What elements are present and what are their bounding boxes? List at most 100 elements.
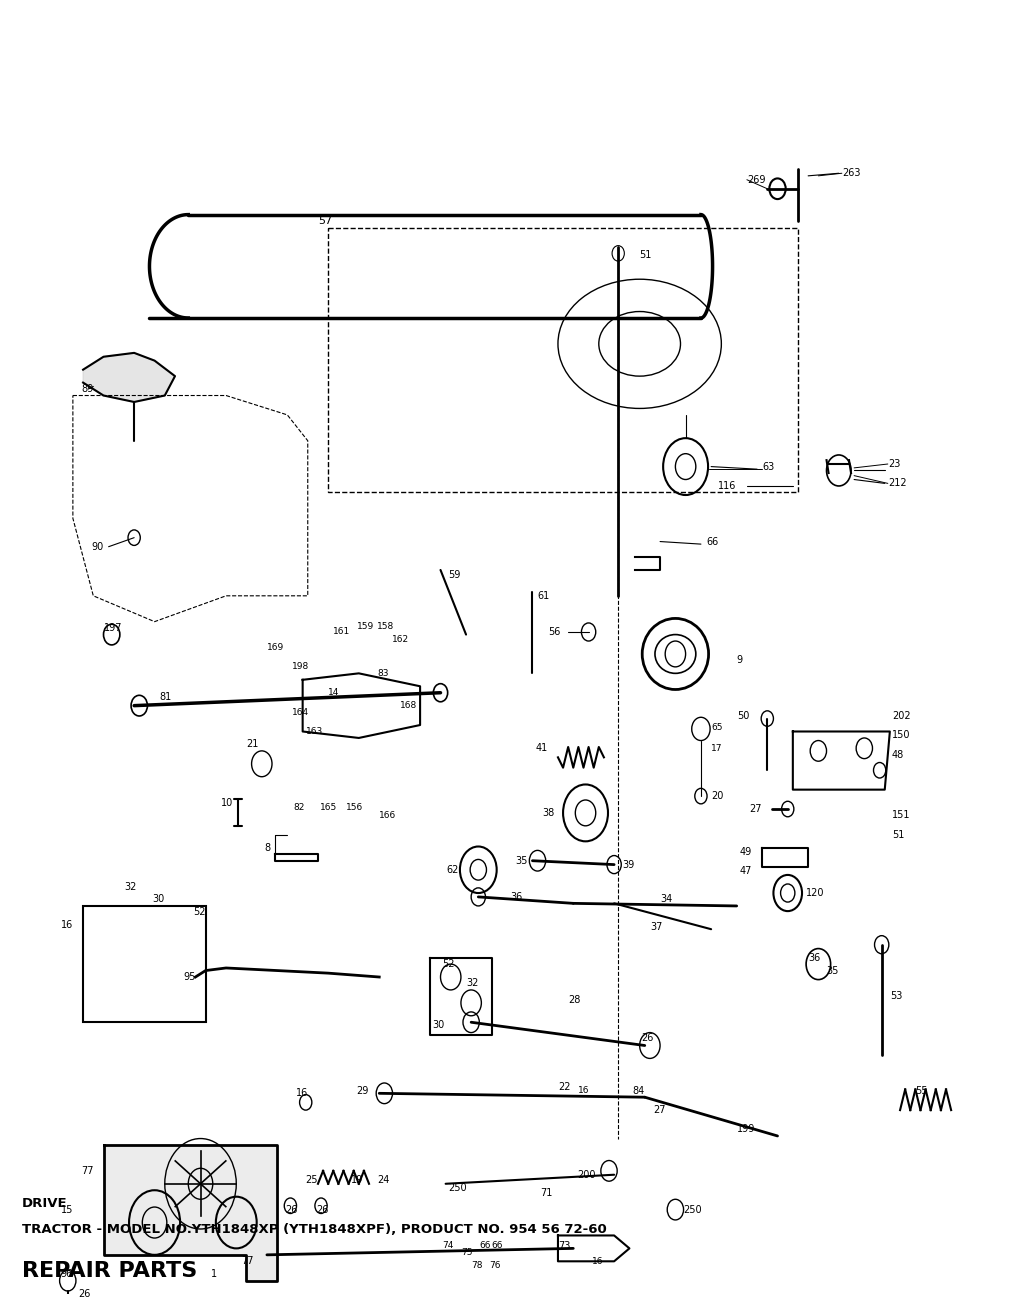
Text: 27: 27 xyxy=(653,1105,666,1115)
Text: 156: 156 xyxy=(345,803,362,812)
Text: 35: 35 xyxy=(826,966,839,975)
Text: 61: 61 xyxy=(538,590,550,601)
Text: 198: 198 xyxy=(293,663,309,671)
Text: 32: 32 xyxy=(124,881,136,892)
Text: 62: 62 xyxy=(446,864,459,875)
Polygon shape xyxy=(103,1145,278,1280)
Text: 56: 56 xyxy=(549,627,561,637)
Text: 90: 90 xyxy=(91,542,103,551)
Circle shape xyxy=(131,696,147,716)
Text: 269: 269 xyxy=(746,174,765,185)
Text: 8: 8 xyxy=(265,842,271,853)
Polygon shape xyxy=(83,352,175,402)
Text: 89: 89 xyxy=(81,384,93,394)
Text: 52: 52 xyxy=(194,907,206,918)
Text: 26: 26 xyxy=(316,1205,329,1214)
Text: 63: 63 xyxy=(762,462,774,472)
Text: 84: 84 xyxy=(633,1086,645,1096)
Text: 35: 35 xyxy=(515,855,527,866)
Text: 27: 27 xyxy=(750,803,762,814)
Text: 164: 164 xyxy=(293,707,309,716)
Text: 26: 26 xyxy=(286,1205,298,1214)
Text: 37: 37 xyxy=(650,922,663,932)
Text: 51: 51 xyxy=(892,829,904,840)
Text: 250: 250 xyxy=(449,1183,467,1192)
Text: 159: 159 xyxy=(356,623,374,632)
Text: 17: 17 xyxy=(711,744,723,753)
Text: 25: 25 xyxy=(306,1175,318,1184)
Text: 23: 23 xyxy=(888,459,900,469)
Text: TRACTOR - MODEL NO.YTH1848XP (YTH1848XPF), PRODUCT NO. 954 56 72-60: TRACTOR - MODEL NO.YTH1848XP (YTH1848XPF… xyxy=(22,1222,606,1235)
Text: 16: 16 xyxy=(592,1257,603,1266)
Text: 26: 26 xyxy=(642,1032,654,1043)
Text: 212: 212 xyxy=(888,478,906,489)
Text: 96: 96 xyxy=(60,1269,73,1279)
Text: 32: 32 xyxy=(466,979,478,988)
Text: 20: 20 xyxy=(711,792,724,801)
Text: 1: 1 xyxy=(211,1269,217,1279)
Text: 120: 120 xyxy=(806,888,824,898)
Text: 28: 28 xyxy=(568,996,581,1005)
Text: 263: 263 xyxy=(842,168,860,178)
Text: 83: 83 xyxy=(377,668,389,677)
Text: 71: 71 xyxy=(541,1188,553,1197)
Text: 151: 151 xyxy=(892,810,910,820)
Text: 78: 78 xyxy=(471,1261,482,1270)
Text: 163: 163 xyxy=(306,727,323,736)
Text: 65: 65 xyxy=(711,723,723,732)
Text: 158: 158 xyxy=(377,623,394,632)
Text: 14: 14 xyxy=(328,688,340,697)
Text: 197: 197 xyxy=(103,623,122,633)
Text: 75: 75 xyxy=(461,1248,472,1257)
Text: 38: 38 xyxy=(543,807,555,818)
Text: 162: 162 xyxy=(391,636,409,645)
Text: 77: 77 xyxy=(81,1166,93,1175)
Text: 202: 202 xyxy=(892,711,910,722)
Text: 150: 150 xyxy=(892,731,910,741)
Text: 51: 51 xyxy=(640,250,652,260)
Text: 30: 30 xyxy=(432,1019,444,1030)
Text: 59: 59 xyxy=(449,571,461,580)
Text: 24: 24 xyxy=(377,1175,389,1184)
Text: 19: 19 xyxy=(350,1175,362,1184)
Text: 50: 50 xyxy=(737,711,750,722)
Text: 36: 36 xyxy=(808,953,820,962)
Text: 16: 16 xyxy=(60,920,73,931)
Bar xyxy=(83,906,206,1022)
Text: 73: 73 xyxy=(558,1240,570,1251)
Text: 161: 161 xyxy=(333,628,350,637)
Text: 66: 66 xyxy=(479,1242,490,1251)
Text: 57: 57 xyxy=(318,216,332,226)
Text: 77: 77 xyxy=(242,1256,254,1266)
Text: 10: 10 xyxy=(221,798,233,807)
Text: 55: 55 xyxy=(915,1086,928,1096)
Text: 48: 48 xyxy=(892,750,904,759)
Text: 41: 41 xyxy=(536,744,548,753)
Text: 39: 39 xyxy=(623,859,635,870)
Text: 21: 21 xyxy=(247,740,259,749)
Text: 29: 29 xyxy=(356,1086,369,1096)
Text: 95: 95 xyxy=(183,972,196,982)
Text: 250: 250 xyxy=(684,1205,702,1214)
Text: 22: 22 xyxy=(558,1082,570,1092)
Text: 116: 116 xyxy=(718,481,736,491)
Text: 82: 82 xyxy=(294,803,305,812)
Text: 66: 66 xyxy=(492,1242,503,1251)
Text: 74: 74 xyxy=(442,1242,454,1251)
Text: 168: 168 xyxy=(399,701,417,710)
Text: 36: 36 xyxy=(510,892,522,902)
Text: 199: 199 xyxy=(736,1124,755,1135)
Text: 47: 47 xyxy=(739,866,752,876)
Text: 15: 15 xyxy=(60,1205,73,1214)
Text: 53: 53 xyxy=(890,992,902,1001)
Text: 49: 49 xyxy=(739,846,752,857)
Text: 169: 169 xyxy=(267,644,284,653)
Text: 26: 26 xyxy=(78,1288,90,1299)
Text: 200: 200 xyxy=(578,1170,596,1179)
Text: 76: 76 xyxy=(489,1261,501,1270)
Text: DRIVE: DRIVE xyxy=(22,1197,68,1210)
Text: 52: 52 xyxy=(442,959,455,968)
Text: 165: 165 xyxy=(321,803,337,812)
Text: 30: 30 xyxy=(153,894,165,905)
Text: 81: 81 xyxy=(160,692,172,702)
